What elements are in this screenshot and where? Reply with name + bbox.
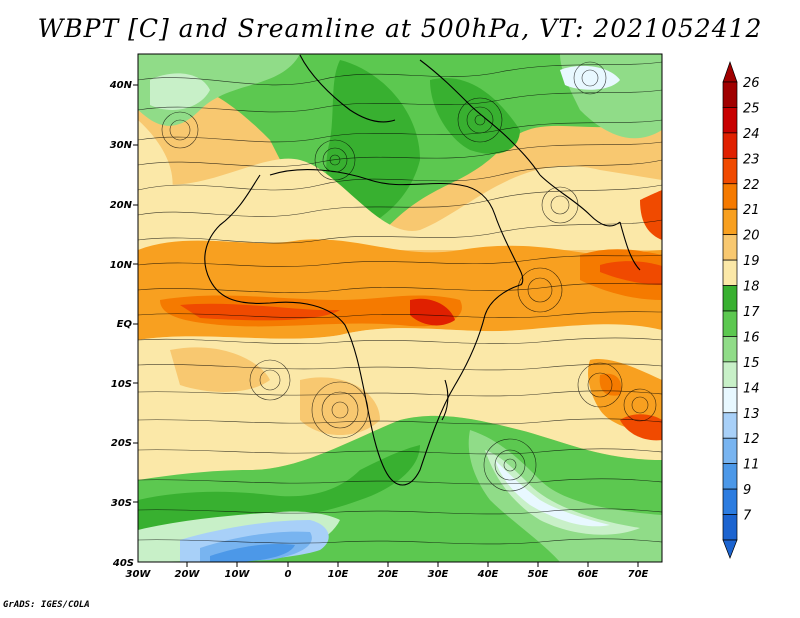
longitude-labels: 30W 20W 10W 0 10E 20E 30E 40E 50E 60E 70… <box>126 569 649 580</box>
lat-label: 10S <box>111 379 132 390</box>
colorbar-segment <box>722 412 738 439</box>
lat-label: 30S <box>111 498 132 509</box>
lon-label: 50E <box>528 569 549 580</box>
colorbar-segment <box>722 514 738 541</box>
lat-label: 30N <box>110 140 133 151</box>
map-title: WBPT [C] and Sreamline at 500hPa, VT: 20… <box>37 14 763 43</box>
colorbar-label: 7 <box>743 509 752 524</box>
colorbar-segment <box>722 285 738 312</box>
grads-credit: GrADS: IGES/COLA <box>3 600 90 610</box>
lat-label: 40N <box>109 80 133 91</box>
lon-label: 10W <box>225 569 251 580</box>
colorbar-segment <box>722 361 738 388</box>
lat-label: 20S <box>111 438 132 449</box>
streamlines <box>138 61 662 545</box>
colorbar-segment <box>722 259 738 286</box>
colorbar-segment <box>722 183 738 210</box>
lat-label: 10N <box>110 260 133 271</box>
colorbar-label: 17 <box>743 305 760 320</box>
colorbar-segment <box>722 437 738 465</box>
lon-ticks <box>186 562 639 567</box>
colorbar-label: 21 <box>743 203 760 218</box>
colorbar-label: 11 <box>743 458 760 473</box>
colorbar: 26 25 24 23 22 21 20 19 18 17 16 15 14 13 12 11 9 7 <box>722 60 760 559</box>
colorbar-label: 19 <box>743 254 760 269</box>
colorbar-label: 13 <box>743 407 760 422</box>
colorbar-segment <box>722 488 738 515</box>
lon-label: 70E <box>628 569 649 580</box>
lat-ticks <box>133 84 138 503</box>
latitude-labels: 40N 30N 20N 10N EQ 10S 20S 30S 40S <box>109 80 134 569</box>
lon-label: 30W <box>126 569 152 580</box>
lon-label: 20W <box>175 569 201 580</box>
lon-label: 0 <box>285 569 292 580</box>
lat-label: EQ <box>117 319 133 330</box>
colorbar-label: 14 <box>743 381 760 396</box>
colorbar-label: 15 <box>743 356 760 371</box>
colorbar-label: 18 <box>743 280 760 295</box>
lon-label: 30E <box>428 569 449 580</box>
colorbar-segment <box>722 81 738 108</box>
colorbar-label: 9 <box>743 483 751 498</box>
lon-label: 10E <box>328 569 349 580</box>
colorbar-label: 22 <box>743 178 760 193</box>
map-field <box>138 54 662 562</box>
colorbar-label: 23 <box>743 152 760 167</box>
colorbar-top-arrow <box>722 60 738 83</box>
colorbar-segment <box>722 463 738 490</box>
colorbar-segment <box>722 208 738 236</box>
colorbar-segment <box>722 386 738 414</box>
colorbar-segment <box>722 310 738 337</box>
coastlines <box>204 54 641 486</box>
colorbar-segment <box>722 336 738 363</box>
lon-label: 40E <box>477 569 499 580</box>
colorbar-label: 16 <box>743 330 760 345</box>
map-frame <box>137 53 663 563</box>
colorbar-label: 24 <box>743 127 760 142</box>
colorbar-segment <box>722 157 738 185</box>
colorbar-label: 20 <box>743 229 760 244</box>
lat-label: 20N <box>110 200 133 211</box>
colorbar-label: 25 <box>743 101 760 116</box>
colorbar-bottom-arrow <box>722 539 738 559</box>
lon-label: 60E <box>578 569 599 580</box>
lon-label: 20E <box>378 569 399 580</box>
lat-label: 40S <box>112 558 134 569</box>
colorbar-segment <box>722 107 738 134</box>
colorbar-segment <box>722 132 738 159</box>
colorbar-label: 26 <box>743 76 760 91</box>
colorbar-segment <box>722 234 738 261</box>
colorbar-label: 12 <box>743 432 760 447</box>
